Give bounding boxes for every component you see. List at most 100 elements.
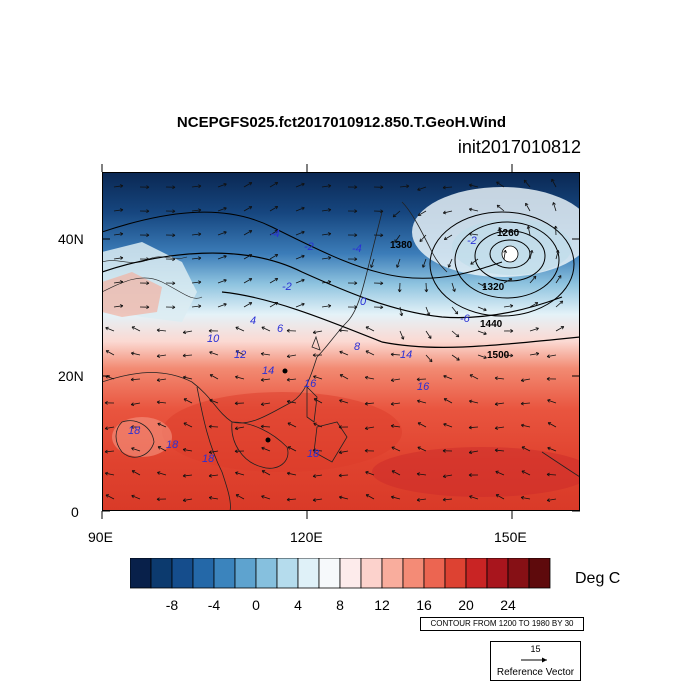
wind-arrow bbox=[287, 498, 297, 501]
wind-arrow-head bbox=[508, 278, 513, 282]
wind-arrow-head bbox=[287, 422, 291, 426]
wind-arrow-head bbox=[498, 227, 502, 231]
wind-arrow bbox=[498, 227, 505, 236]
wind-arrow bbox=[365, 376, 375, 380]
wind-arrow-head bbox=[182, 353, 186, 358]
plot-title: NCEPGFS025.fct2017010912.850.T.GeoH.Wind bbox=[176, 114, 507, 131]
wind-arrow-head bbox=[313, 398, 318, 402]
wind-arrow-head bbox=[380, 233, 384, 238]
wind-arrow-head bbox=[327, 304, 332, 308]
wind-arrow bbox=[209, 474, 219, 477]
reference-arrow-icon bbox=[521, 657, 547, 663]
wind-arrow-head bbox=[525, 202, 529, 207]
wind-arrow-head bbox=[301, 302, 305, 307]
wind-arrow bbox=[183, 330, 193, 334]
colorbar-box bbox=[276, 558, 299, 589]
wind-arrow bbox=[131, 326, 141, 332]
wind-arrow-head bbox=[130, 351, 135, 356]
reference-vector-label: Reference Vector bbox=[496, 667, 575, 678]
wind-arrow-head bbox=[119, 184, 124, 188]
wind-arrow-head bbox=[223, 302, 227, 307]
wind-arrow-head bbox=[354, 257, 358, 262]
wind-arrow bbox=[546, 473, 557, 476]
wind-arrow-head bbox=[260, 352, 265, 356]
wind-arrow-head bbox=[529, 249, 534, 254]
wind-arrow bbox=[521, 446, 531, 452]
wind-arrow-head bbox=[391, 470, 396, 474]
wind-arrow-head bbox=[483, 331, 487, 336]
wind-arrow bbox=[547, 354, 557, 358]
wind-arrow-head bbox=[442, 185, 446, 190]
wind-arrow-head bbox=[312, 448, 316, 453]
wind-arrow bbox=[321, 233, 331, 236]
wind-arrow bbox=[417, 422, 427, 428]
cb-label: -8 bbox=[165, 597, 179, 613]
wind-arrow-head bbox=[354, 185, 358, 190]
wind-arrow bbox=[321, 209, 331, 212]
height-label: 1500 bbox=[487, 350, 510, 361]
wind-arrow bbox=[469, 184, 479, 188]
wind-arrow bbox=[235, 326, 245, 332]
wind-arrow bbox=[269, 302, 278, 308]
wind-arrow bbox=[209, 450, 219, 453]
wind-arrow-head bbox=[520, 423, 525, 428]
wind-arrow-head bbox=[380, 185, 384, 190]
wind-arrow-head bbox=[468, 207, 473, 212]
temp-label: -2 bbox=[467, 235, 477, 247]
wind-arrow-head bbox=[119, 280, 124, 284]
wind-arrow bbox=[503, 250, 506, 260]
wind-arrow-head bbox=[286, 471, 291, 476]
wind-arrow bbox=[419, 234, 427, 242]
wind-arrow-head bbox=[248, 230, 253, 234]
wind-arrow-head bbox=[286, 399, 291, 404]
colorbar bbox=[130, 558, 551, 589]
colorbar-box bbox=[297, 558, 320, 589]
wind-arrow-head bbox=[535, 327, 539, 331]
wind-arrow bbox=[547, 399, 557, 404]
wind-arrow bbox=[443, 398, 453, 404]
wind-arrow bbox=[495, 426, 505, 429]
wind-arrow bbox=[469, 495, 479, 500]
wind-arrow-head bbox=[365, 326, 370, 330]
wind-arrow bbox=[183, 376, 193, 380]
wind-arrow bbox=[105, 472, 115, 476]
wind-arrow-head bbox=[417, 422, 422, 426]
wind-arrow-head bbox=[510, 329, 514, 333]
wind-arrow-head bbox=[146, 233, 150, 238]
init-time-label: init2017010812 bbox=[457, 137, 581, 157]
wind-arrow-head bbox=[547, 399, 551, 403]
colorbar-box bbox=[213, 558, 236, 589]
wind-arrow bbox=[183, 449, 193, 452]
wind-arrow bbox=[339, 496, 349, 500]
wind-arrow-head bbox=[390, 402, 394, 406]
wind-arrow bbox=[470, 258, 479, 265]
temp-label: 18 bbox=[307, 448, 320, 460]
wind-arrow bbox=[243, 206, 253, 212]
wind-arrow-head bbox=[208, 473, 212, 478]
wind-arrow-head bbox=[209, 350, 213, 355]
wind-arrow-head bbox=[365, 470, 369, 475]
wind-arrow bbox=[477, 282, 487, 288]
wind-arrow bbox=[217, 183, 227, 188]
wind-arrow-head bbox=[327, 184, 332, 188]
wind-arrow-head bbox=[223, 230, 227, 235]
temp-label: 18 bbox=[128, 425, 141, 437]
wind-arrow-head bbox=[119, 256, 124, 260]
wind-arrow-head bbox=[261, 495, 265, 499]
temp-label: 8 bbox=[354, 341, 361, 353]
wind-arrow-head bbox=[552, 202, 556, 206]
wind-arrow-head bbox=[532, 275, 537, 280]
wind-arrow-head bbox=[104, 471, 109, 476]
wind-arrow bbox=[243, 278, 253, 284]
wind-arrow bbox=[243, 230, 253, 236]
wind-arrow bbox=[113, 257, 123, 260]
wind-arrow bbox=[444, 234, 453, 240]
wind-arrow bbox=[209, 351, 219, 356]
wind-arrow-head bbox=[261, 470, 266, 474]
wind-arrow bbox=[209, 497, 219, 500]
wind-arrow-head bbox=[495, 494, 500, 498]
wind-arrow bbox=[113, 233, 123, 236]
wind-arrow bbox=[235, 350, 245, 356]
wind-arrow-head bbox=[416, 472, 421, 476]
wind-arrow-head bbox=[365, 494, 370, 498]
